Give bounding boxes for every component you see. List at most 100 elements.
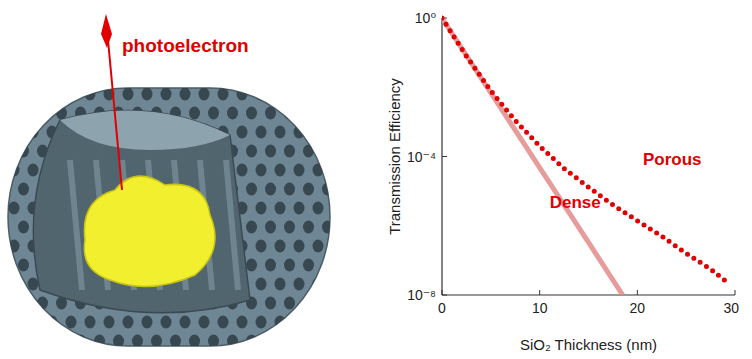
pore: [284, 335, 295, 347]
pore: [284, 183, 295, 196]
pore: [18, 335, 29, 347]
pore: [218, 88, 229, 101]
pore: [56, 107, 67, 120]
pore: [256, 164, 267, 177]
x-tick-label: 0: [438, 300, 446, 316]
pore: [9, 202, 20, 215]
pore: [313, 164, 324, 177]
pore: [275, 88, 286, 101]
series-label: Porous: [643, 150, 702, 169]
pore: [322, 297, 330, 310]
pore: [37, 335, 48, 347]
pore: [227, 335, 238, 347]
pore: [313, 88, 324, 101]
pore: [208, 107, 219, 120]
pore: [303, 221, 314, 234]
x-axis: [442, 294, 735, 295]
inner-strut: [70, 160, 82, 290]
inner-strut: [226, 160, 238, 290]
pore: [9, 164, 20, 177]
pore: [313, 126, 324, 139]
pore: [28, 88, 39, 101]
pore: [284, 259, 295, 272]
pore: [142, 316, 153, 329]
pore: [142, 88, 153, 101]
pore: [322, 335, 330, 347]
y-tick-label: 10⁻⁸: [407, 287, 436, 303]
pore: [37, 107, 48, 120]
y-axis-label: Transmission Efficiency: [386, 78, 403, 235]
pore: [199, 88, 210, 101]
pore: [56, 335, 67, 347]
series-label: Dense: [550, 193, 601, 212]
pore: [227, 107, 238, 120]
pore: [294, 240, 305, 253]
pore: [9, 278, 20, 291]
x-tick-label: 30: [723, 300, 739, 316]
x-axis-label: SiO₂ Thickness (nm): [520, 336, 657, 353]
pore: [256, 202, 267, 215]
pore: [161, 316, 172, 329]
pore: [322, 183, 330, 196]
pore: [265, 183, 276, 196]
pore: [180, 88, 191, 101]
pore: [275, 240, 286, 253]
pore: [18, 145, 29, 158]
pore: [66, 88, 77, 101]
pore: [294, 88, 305, 101]
pore: [18, 259, 29, 272]
pore: [47, 316, 58, 329]
pore: [256, 316, 267, 329]
pore: [75, 335, 86, 347]
pore: [294, 316, 305, 329]
pore: [284, 107, 295, 120]
pore: [256, 278, 267, 291]
pore: [28, 164, 39, 177]
illustration-label: photoelectron: [122, 35, 249, 56]
cutaway: [33, 110, 250, 312]
pore: [265, 145, 276, 158]
pore: [9, 88, 20, 101]
pore: [275, 316, 286, 329]
pore: [303, 297, 314, 310]
pore: [237, 126, 248, 139]
pore: [28, 126, 39, 139]
pore: [161, 88, 172, 101]
pore: [94, 335, 105, 347]
pore: [132, 335, 143, 347]
pore: [265, 221, 276, 234]
pore: [303, 335, 314, 347]
y-tick: [442, 295, 447, 296]
pore: [28, 278, 39, 291]
x-tick: [442, 290, 443, 295]
chart: 10⁰10⁻⁴10⁻⁸0102030SiO₂ Thickness (nm)Tra…: [386, 10, 739, 353]
pore: [313, 202, 324, 215]
pore: [180, 316, 191, 329]
pore: [294, 164, 305, 177]
core-particle: [84, 176, 215, 286]
pore: [85, 88, 96, 101]
pore: [322, 259, 330, 272]
pore: [189, 107, 200, 120]
pore: [284, 145, 295, 158]
pore: [237, 316, 248, 329]
y-tick-label: 10⁰: [415, 10, 437, 26]
pore: [18, 107, 29, 120]
pore: [256, 240, 267, 253]
pore: [9, 316, 20, 329]
photoelectron-head: [101, 14, 112, 48]
pore: [313, 240, 324, 253]
pore: [322, 107, 330, 120]
plot-area: [442, 18, 730, 295]
pore: [246, 183, 257, 196]
pore: [284, 221, 295, 234]
pore: [246, 259, 257, 272]
pore: [151, 335, 162, 347]
x-tick: [637, 290, 638, 295]
pore: [199, 316, 210, 329]
pore: [322, 145, 330, 158]
pore: [303, 259, 314, 272]
x-tick: [539, 290, 540, 295]
x-tick-label: 10: [532, 300, 548, 316]
pore: [303, 145, 314, 158]
